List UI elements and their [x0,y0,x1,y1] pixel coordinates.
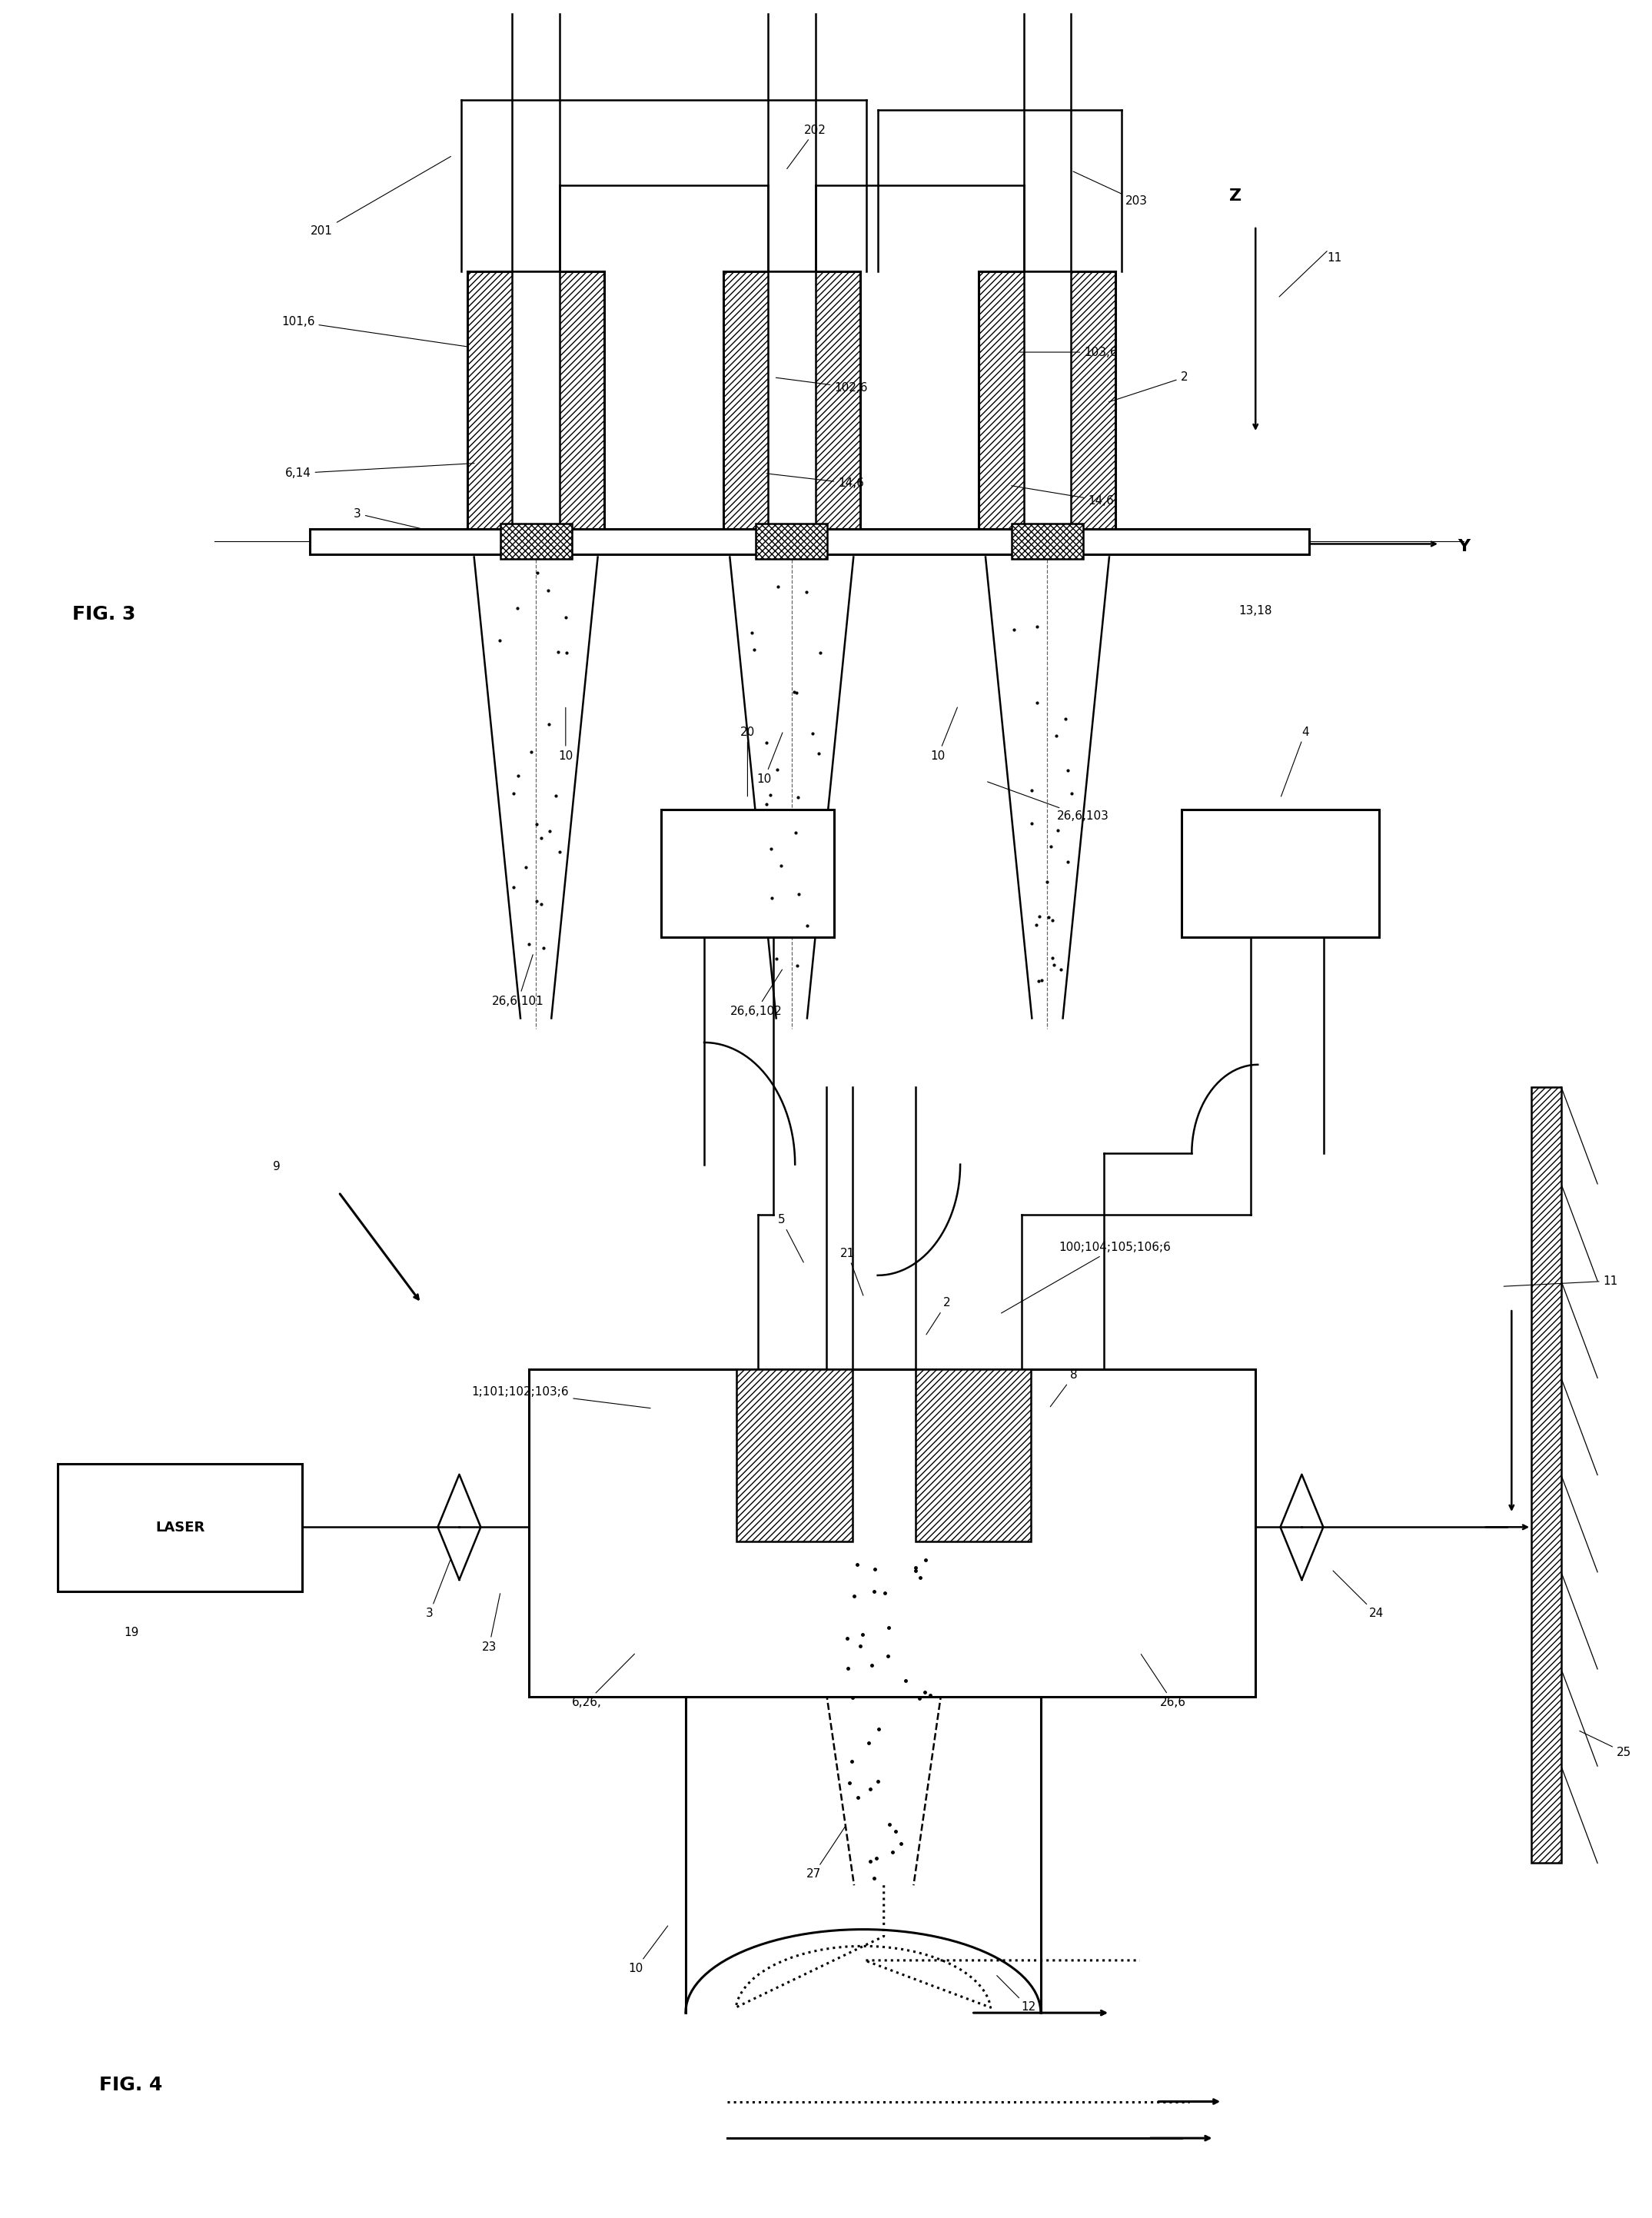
Text: 203: 203 [1074,171,1148,206]
Text: 6,26,: 6,26, [572,1655,634,1708]
Text: 2: 2 [1108,373,1188,401]
Text: 27: 27 [806,1825,846,1881]
Text: 25: 25 [1579,1730,1631,1759]
Bar [1024,271,1070,548]
Text: 3: 3 [354,508,492,546]
Bar [1011,523,1084,559]
Text: 9: 9 [273,1160,281,1173]
Bar [1181,810,1379,936]
Text: 2: 2 [927,1298,950,1335]
Bar [529,1371,1256,1697]
Text: 10: 10 [930,708,958,761]
Bar [661,810,834,936]
Text: 6,14: 6,14 [286,464,474,479]
Text: FIG. 4: FIG. 4 [99,2076,162,2094]
Text: 26,6,103: 26,6,103 [988,781,1108,823]
Text: 1;101;102;103;6: 1;101;102;103;6 [472,1386,651,1408]
Text: 20: 20 [740,725,755,796]
Bar [737,1369,852,1542]
Bar [311,528,1308,554]
Text: 11: 11 [1327,253,1341,264]
Text: 10: 10 [629,1925,667,1974]
Text: 26,6,102: 26,6,102 [730,969,781,1016]
Text: 10: 10 [757,732,783,785]
Text: 14,6: 14,6 [1011,486,1113,506]
Text: 101,6: 101,6 [281,317,469,346]
Text: 5: 5 [778,1213,803,1262]
Text: 23: 23 [481,1593,501,1652]
Bar [980,271,1115,548]
Text: 3: 3 [426,1559,451,1619]
Text: Z: Z [1229,189,1242,204]
Text: 103,6: 103,6 [1019,346,1118,357]
Text: 26,6: 26,6 [1142,1655,1186,1708]
Text: 24: 24 [1333,1570,1383,1619]
Text: 202: 202 [786,124,826,169]
Bar [768,271,816,548]
Text: Y: Y [1457,539,1470,554]
Text: 11: 11 [1503,1275,1617,1286]
Text: LASER: LASER [155,1522,205,1535]
Text: 8: 8 [1051,1369,1077,1406]
Bar [512,271,560,548]
Text: 21: 21 [841,1247,864,1295]
Text: 12: 12 [996,1976,1036,2014]
Text: 13,18: 13,18 [1239,606,1272,617]
Text: 14,6: 14,6 [767,472,864,490]
Bar [915,1369,1031,1542]
Text: 100;104;105;106;6: 100;104;105;106;6 [1001,1242,1171,1313]
Bar [58,1464,302,1593]
Text: 26,6,101: 26,6,101 [492,954,544,1007]
Text: 201: 201 [311,157,451,237]
Bar [724,271,861,548]
Bar [1531,1087,1561,1863]
Text: 102,6: 102,6 [776,377,867,393]
Bar [501,523,572,559]
Text: 4: 4 [1280,725,1308,796]
Bar [757,523,828,559]
Text: FIG. 3: FIG. 3 [73,606,135,623]
Text: 19: 19 [124,1626,139,1639]
Bar [468,271,605,548]
Text: 10: 10 [558,708,573,761]
